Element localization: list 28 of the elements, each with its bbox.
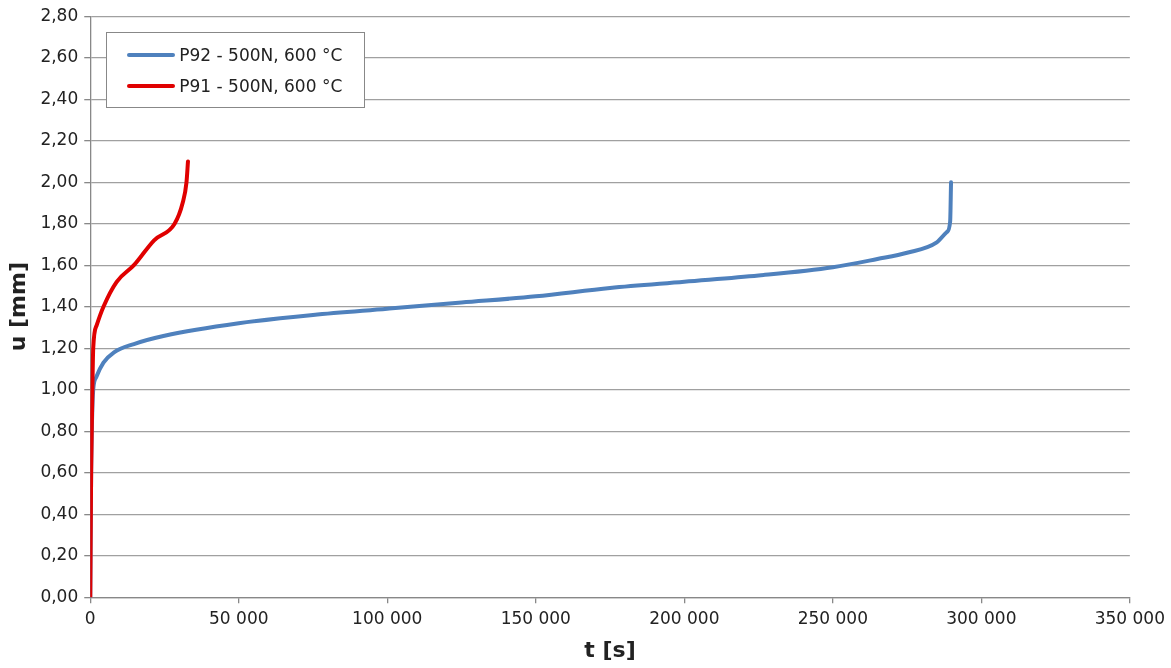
y-axis-title: u [mm] — [4, 262, 30, 352]
y-tick-label: 0,20 — [40, 544, 79, 565]
legend-label: P91 - 500N, 600 °C — [179, 75, 343, 96]
x-tick-label: 250 000 — [797, 607, 868, 628]
y-tick-label: 1,20 — [40, 336, 79, 357]
x-tick-label: 200 000 — [649, 607, 720, 628]
y-tick-label: 0,00 — [40, 585, 79, 606]
x-tick-label: 0 — [84, 607, 96, 628]
y-tick-label: 2,80 — [40, 4, 79, 25]
x-tick-label: 100 000 — [352, 607, 423, 628]
y-tick-label: 2,60 — [40, 46, 79, 67]
y-tick-label: 0,60 — [40, 461, 79, 482]
y-tick-label: 1,40 — [40, 295, 79, 316]
y-tick-label: 2,00 — [40, 170, 79, 191]
legend-label: P92 - 500N, 600 °C — [179, 44, 343, 65]
x-tick-label: 50 000 — [209, 607, 269, 628]
x-axis-title: t [s] — [584, 636, 636, 662]
line-series — [90, 159, 190, 598]
y-tick-label: 0,40 — [40, 502, 79, 523]
y-tick-label: 1,00 — [40, 378, 79, 399]
x-tick-label: 300 000 — [946, 607, 1017, 628]
y-tick-label: 1,60 — [40, 253, 79, 274]
x-tick-label: 150 000 — [500, 607, 571, 628]
y-tick-label: 0,80 — [40, 419, 79, 440]
x-tick-label: 350 000 — [1094, 607, 1166, 628]
y-tick-label: 2,40 — [40, 87, 79, 108]
y-tick-label: 2,20 — [40, 129, 79, 150]
y-tick-label: 1,80 — [40, 212, 79, 233]
